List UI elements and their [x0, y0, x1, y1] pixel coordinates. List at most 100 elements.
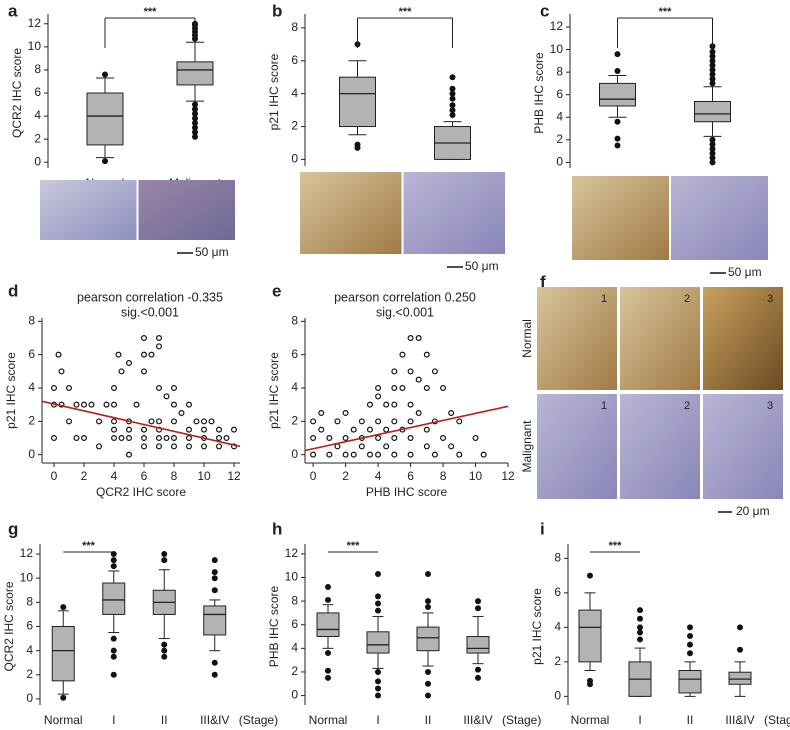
- y-tick-label: 8: [291, 314, 298, 328]
- y-axis-title: p21 IHC score: [530, 588, 544, 665]
- point: [431, 451, 438, 458]
- outlier: [709, 71, 716, 78]
- point: [186, 426, 193, 433]
- x-tick-label: 6: [141, 469, 148, 483]
- point: [110, 385, 117, 392]
- point: [141, 368, 148, 375]
- y-tick-label: 0: [556, 155, 563, 169]
- y-tick-label: 4: [556, 109, 563, 123]
- x-tick-label: II: [425, 713, 432, 727]
- point: [148, 351, 155, 358]
- point: [125, 360, 132, 367]
- y-tick-label: 6: [26, 619, 33, 633]
- point: [326, 435, 333, 442]
- box: [316, 612, 340, 638]
- outlier: [449, 85, 456, 92]
- point: [415, 410, 422, 417]
- point: [110, 418, 117, 425]
- y-tick-label: 6: [554, 585, 561, 599]
- point: [118, 368, 125, 375]
- significance: ***: [399, 6, 413, 18]
- point: [156, 343, 163, 350]
- panel-label: b: [272, 1, 282, 20]
- scale-label: 50 μm: [728, 265, 762, 279]
- point: [383, 401, 390, 408]
- point: [375, 435, 382, 442]
- x-tick-label: I: [638, 713, 641, 727]
- outlier: [192, 106, 198, 113]
- outlier: [475, 674, 481, 681]
- point: [50, 385, 57, 392]
- y-tick-label: 10: [20, 570, 34, 584]
- outlier: [709, 66, 716, 73]
- outlier: [475, 598, 481, 605]
- y-tick-label: 2: [291, 414, 298, 428]
- point: [407, 435, 414, 442]
- x-tick-label: III&IV: [463, 713, 492, 727]
- y-tick-label: 8: [26, 595, 33, 609]
- x-axis-title: QCR2 IHC score: [96, 485, 186, 499]
- significance: ***: [347, 540, 361, 552]
- x-tick-label: I: [112, 713, 115, 727]
- point: [186, 401, 193, 408]
- point: [366, 401, 373, 408]
- point: [366, 426, 373, 433]
- outlier: [637, 615, 643, 622]
- row-label: Malignant: [520, 420, 534, 473]
- micrograph-tile: [703, 394, 783, 499]
- box: [599, 82, 636, 107]
- micrograph: [40, 180, 137, 240]
- x-tick-label: Normal: [309, 713, 348, 727]
- point: [375, 451, 382, 458]
- panel-label: a: [8, 1, 18, 20]
- y-tick-label: 2: [291, 119, 298, 133]
- y-tick-label: 4: [291, 380, 298, 394]
- outlier: [211, 671, 218, 678]
- chart-subtitle: sig.<0.001: [121, 305, 179, 319]
- point: [163, 393, 170, 400]
- box: [86, 92, 124, 146]
- box: [339, 76, 376, 128]
- y-tick-label: 12: [285, 546, 299, 560]
- chart-title: pearson correlation 0.250: [334, 290, 476, 304]
- point: [178, 410, 185, 417]
- point: [115, 351, 122, 358]
- outlier: [102, 71, 108, 78]
- point: [118, 435, 125, 442]
- x-tick-label: 8: [440, 469, 447, 483]
- y-axis-title: p21 IHC score: [267, 53, 281, 130]
- outlier: [211, 587, 218, 594]
- point: [186, 435, 193, 442]
- box: [678, 669, 702, 694]
- point: [95, 418, 102, 425]
- y-tick-label: 8: [28, 314, 35, 328]
- point: [391, 368, 398, 375]
- outlier: [687, 641, 693, 648]
- point: [171, 401, 178, 408]
- significance: ***: [144, 6, 158, 18]
- outlier: [425, 692, 431, 699]
- outlier: [110, 557, 117, 564]
- y-tick-label: 6: [291, 617, 298, 631]
- tile-number: 3: [767, 293, 773, 305]
- point: [156, 335, 163, 342]
- row-label: Normal: [520, 319, 534, 358]
- outlier: [110, 551, 117, 558]
- x-tick-label: 10: [469, 469, 483, 483]
- outlier: [709, 75, 716, 82]
- outlier: [709, 145, 716, 152]
- outlier: [192, 110, 198, 117]
- y-axis-title: PHB IHC score: [532, 52, 546, 134]
- x-tick-label: II: [687, 713, 694, 727]
- point: [456, 451, 463, 458]
- box: [466, 636, 490, 654]
- point: [141, 335, 148, 342]
- point: [156, 435, 163, 442]
- trendline: [41, 400, 241, 448]
- outlier: [709, 150, 716, 157]
- point: [216, 443, 223, 450]
- micrograph: [300, 172, 402, 254]
- point: [171, 385, 178, 392]
- outlier: [325, 650, 331, 657]
